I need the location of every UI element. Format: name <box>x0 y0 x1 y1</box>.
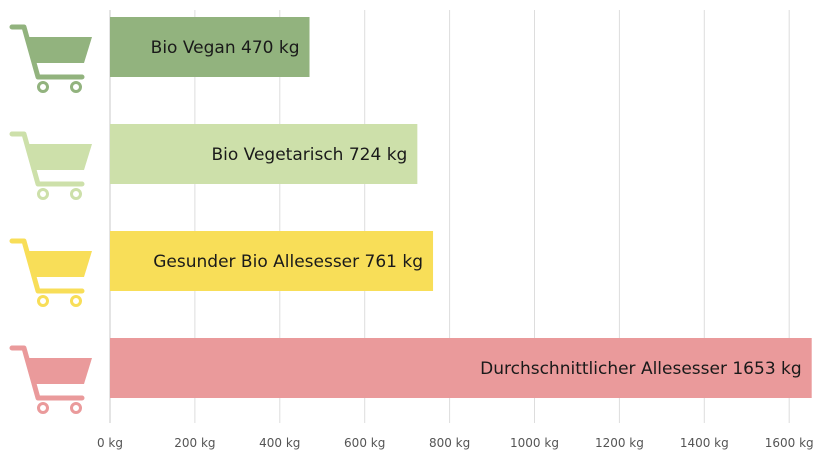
x-tick-label: 600 kg <box>344 436 385 450</box>
x-tick-label: 1000 kg <box>510 436 559 450</box>
cart-wheel <box>37 188 49 200</box>
cart-wheel <box>37 81 49 93</box>
bar <box>110 338 812 398</box>
cart-basket <box>27 37 92 63</box>
shopping-cart-icon <box>9 238 92 307</box>
x-tick-label: 1600 kg <box>765 436 814 450</box>
shopping-cart-icon <box>9 131 92 200</box>
cart-icons <box>9 24 92 414</box>
cart-handle <box>9 238 85 294</box>
x-tick-label: 0 kg <box>97 436 123 450</box>
shopping-cart-icon <box>9 24 92 93</box>
bar <box>110 124 418 184</box>
cart-handle <box>9 24 85 80</box>
cart-basket <box>27 144 92 170</box>
x-tick-label: 1400 kg <box>680 436 729 450</box>
cart-wheel <box>37 295 49 307</box>
cart-wheel <box>70 188 82 200</box>
cart-handle <box>9 345 85 401</box>
bar-data-label: Bio Vegetarisch 724 kg <box>211 145 407 165</box>
x-tick-label: 1200 kg <box>595 436 644 450</box>
bar-data-label: Durchschnittlicher Allesesser 1653 kg <box>480 359 802 379</box>
bar <box>110 231 434 291</box>
bar-data-label: Bio Vegan 470 kg <box>151 38 300 58</box>
x-tick-label: 200 kg <box>174 436 215 450</box>
grid-lines <box>109 10 790 423</box>
cart-basket <box>27 358 92 384</box>
cart-wheel <box>70 295 82 307</box>
shopping-cart-icon <box>9 345 92 414</box>
bars <box>110 17 812 398</box>
x-axis: 0 kg 200 kg 400 kg 600 kg 800 kg 1000 kg 1200 … <box>97 436 814 450</box>
cart-wheel <box>70 81 82 93</box>
bar-data-label: Gesunder Bio Allesesser 761 kg <box>153 252 423 272</box>
bar-labels: Bio Vegan 470 kg Bio Vegetarisch 724 kg Ge… <box>151 38 802 379</box>
cart-wheel <box>37 402 49 414</box>
x-tick-label: 400 kg <box>259 436 300 450</box>
cart-handle <box>9 131 85 187</box>
x-tick-label: 800 kg <box>429 436 470 450</box>
cart-wheel <box>70 402 82 414</box>
bar <box>110 17 310 77</box>
cart-basket <box>27 251 92 277</box>
